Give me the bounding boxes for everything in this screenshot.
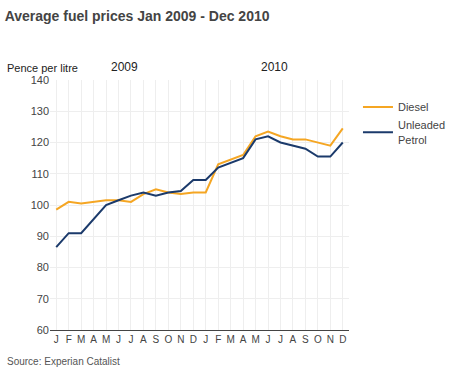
svg-text:F: F [215,334,221,345]
svg-text:60: 60 [37,324,49,336]
svg-text:Pence per litre: Pence per litre [7,62,78,74]
svg-text:2009: 2009 [111,60,138,74]
svg-text:70: 70 [37,293,49,305]
svg-text:M: M [226,334,234,345]
svg-text:J: J [116,334,121,345]
svg-text:Source: Experian Catalist: Source: Experian Catalist [7,356,120,367]
svg-text:D: D [339,334,346,345]
svg-text:90: 90 [37,230,49,242]
svg-text:100: 100 [31,199,49,211]
svg-text:Average fuel prices Jan 2009 -: Average fuel prices Jan 2009 - Dec 2010 [5,8,270,24]
svg-text:S: S [302,334,309,345]
svg-text:A: A [290,334,297,345]
svg-text:D: D [190,334,197,345]
svg-text:M: M [251,334,259,345]
svg-text:A: A [140,334,147,345]
svg-text:M: M [77,334,85,345]
svg-text:J: J [203,334,208,345]
svg-text:J: J [128,334,133,345]
svg-text:J: J [278,334,283,345]
svg-text:F: F [66,334,72,345]
svg-text:N: N [177,334,184,345]
svg-text:J: J [266,334,271,345]
svg-text:A: A [240,334,247,345]
svg-text:110: 110 [31,168,49,180]
svg-text:O: O [164,334,172,345]
svg-text:O: O [314,334,322,345]
svg-text:80: 80 [37,261,49,273]
svg-text:130: 130 [31,105,49,117]
svg-text:Diesel: Diesel [398,101,429,113]
svg-text:140: 140 [31,74,49,86]
svg-text:J: J [54,334,59,345]
svg-text:120: 120 [31,136,49,148]
svg-text:2010: 2010 [261,60,288,74]
svg-text:UnleadedPetrol: UnleadedPetrol [398,119,445,145]
svg-text:S: S [153,334,160,345]
svg-text:N: N [327,334,334,345]
svg-text:A: A [90,334,97,345]
svg-text:M: M [102,334,110,345]
